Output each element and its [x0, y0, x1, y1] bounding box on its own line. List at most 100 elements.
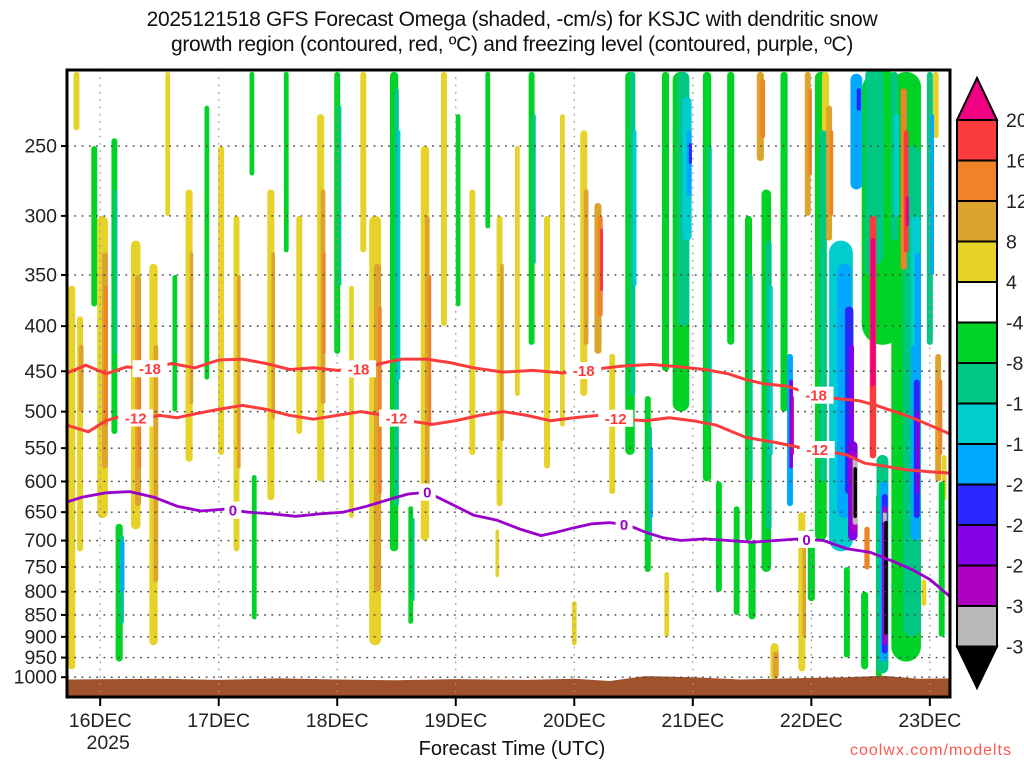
- omega-band: [73, 71, 80, 131]
- omega-band: [853, 467, 857, 519]
- x-tick-label: 20DEC: [543, 710, 606, 732]
- colorbar-over-arrow: [955, 75, 999, 121]
- chart-title-line2: growth region (contoured, red, ºC) and f…: [170, 33, 854, 56]
- omega-band: [411, 518, 415, 602]
- omega-band: [864, 526, 870, 570]
- omega-band: [769, 285, 773, 456]
- y-tick-label: 550: [24, 438, 57, 460]
- colorbar-tick-label: -16: [1006, 434, 1024, 456]
- y-tick-label: 400: [24, 316, 57, 338]
- omega-band: [283, 71, 289, 253]
- omega-band: [600, 228, 604, 292]
- x-tick-label: 23DEC: [898, 710, 961, 732]
- freezing-contour-label: 0: [423, 485, 431, 502]
- dendritic-contour-label: -18: [805, 388, 827, 405]
- omega-band: [249, 71, 255, 176]
- colorbar-tick-label: 8: [1006, 232, 1017, 254]
- dendritic-contour-label-mask: [132, 360, 168, 378]
- x-tick-label: 16DEC: [69, 710, 132, 732]
- omega-band: [772, 651, 779, 678]
- omega-band: [921, 579, 927, 606]
- omega-band: [649, 448, 653, 519]
- freezing-contour-label: 0: [620, 517, 628, 534]
- y-tick-label: 750: [24, 556, 57, 578]
- omega-band: [440, 71, 447, 327]
- omega-band: [153, 344, 159, 583]
- x-tick-label: 17DEC: [187, 710, 250, 732]
- dendritic-contour-label-mask: [799, 441, 835, 459]
- omega-band: [661, 71, 670, 372]
- x-axis-title: Forecast Time (UTC): [418, 738, 606, 760]
- colorbar-box: [956, 362, 998, 405]
- y-tick-label: 1000: [14, 667, 58, 689]
- y-tick-label: 450: [24, 361, 57, 383]
- omega-band: [204, 105, 210, 380]
- omega-band: [707, 146, 712, 427]
- omega-band: [68, 285, 76, 670]
- colorbar-tick-label: -24: [1006, 515, 1024, 537]
- omega-band: [113, 189, 118, 354]
- freezing-contour-label-mask: [798, 530, 816, 548]
- colorbar-box: [956, 483, 998, 526]
- omega-band: [780, 71, 788, 412]
- colorbar-tick-label: 4: [1006, 272, 1017, 294]
- colorbar-box: [956, 119, 998, 162]
- omega-band: [870, 238, 876, 387]
- freezing-contour-label: 0: [802, 532, 810, 549]
- colorbar-tick-label: -32: [1006, 596, 1024, 618]
- dendritic-contour-label-mask: [598, 409, 634, 427]
- colorbar-tick-label: 12: [1006, 191, 1024, 213]
- colorbar-box: [956, 281, 998, 324]
- watermark-link[interactable]: coolwx.com/modelts: [849, 742, 1012, 759]
- terrain: [67, 675, 950, 697]
- omega-band: [884, 520, 888, 635]
- colorbar-tick-label: -8: [1006, 353, 1023, 375]
- y-tick-label: 900: [24, 626, 57, 648]
- omega-band: [916, 411, 920, 495]
- dendritic-contour-label-mask: [341, 360, 377, 378]
- y-tick-label: 800: [24, 581, 57, 603]
- y-tick-label: 300: [24, 205, 57, 227]
- axes: 2503003504004505005506006507007508008509…: [14, 136, 962, 754]
- omega-band: [237, 274, 241, 469]
- omega-band: [296, 215, 303, 434]
- x-tick-label: 21DEC: [661, 710, 724, 732]
- omega-band: [760, 79, 766, 139]
- omega-band: [664, 572, 670, 637]
- y-tick-label: 350: [24, 264, 57, 286]
- y-tick-label: 250: [24, 136, 57, 158]
- dendritic-contour-labels: -18 -18 -18 -18 -12 -12 -12 -12: [118, 360, 835, 459]
- dendritic-contour-label: -18: [573, 363, 595, 380]
- omega-band: [165, 71, 171, 216]
- dendritic-contour-label-mask: [378, 409, 414, 427]
- y-tick-label: 600: [24, 471, 57, 493]
- freezing-contour-labels: 0 0 0 0: [224, 483, 816, 549]
- omega-band: [727, 71, 735, 345]
- omega-band: [903, 130, 909, 253]
- omega-band: [469, 189, 476, 456]
- colorbar-tick-label: -4: [1006, 313, 1023, 335]
- omega-band: [515, 146, 520, 396]
- terrain-profile: [67, 675, 950, 697]
- dendritic-contour-label: -18: [348, 361, 370, 378]
- x-tick-label: 19DEC: [424, 710, 487, 732]
- omega-band: [360, 71, 367, 253]
- omega-band: [861, 591, 869, 670]
- omega-band: [571, 601, 577, 646]
- omega-band: [894, 114, 900, 216]
- omega-band: [378, 306, 382, 495]
- freezing-contour-label-mask: [615, 515, 633, 533]
- colorbar-box: [956, 402, 998, 445]
- x-tick-label: 18DEC: [306, 710, 369, 732]
- colorbar-box: [956, 564, 998, 607]
- colorbar-tick-label: -12: [1006, 394, 1024, 416]
- colorbar-under-arrow: [955, 645, 999, 691]
- omega-band: [495, 529, 500, 578]
- omega-band: [428, 274, 432, 427]
- omega-band: [485, 71, 491, 229]
- omega-band: [218, 146, 225, 456]
- omega-band: [932, 71, 939, 139]
- colorbar-box: [956, 605, 998, 648]
